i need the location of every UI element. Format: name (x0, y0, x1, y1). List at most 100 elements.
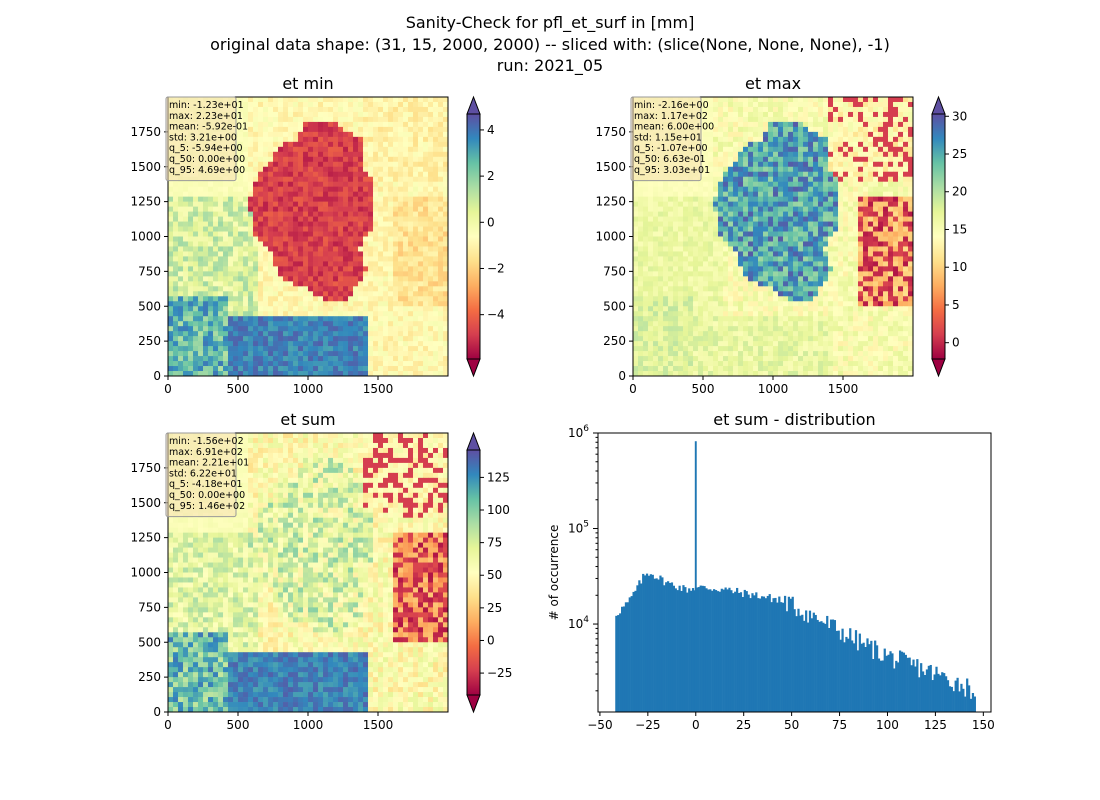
et-min-cell (313, 296, 319, 302)
et-min-cell (273, 276, 279, 282)
et-min-cell (258, 131, 264, 138)
et-max-cell (803, 141, 809, 148)
et-min-cell (238, 361, 244, 367)
et-min-cell (358, 206, 364, 212)
et-min-cell (238, 146, 244, 153)
et-min-cell (238, 326, 244, 332)
et-min-cell (188, 281, 194, 287)
et-min-cell (273, 366, 279, 372)
et-min-cell (168, 286, 174, 292)
et-max-cell (843, 236, 849, 242)
et-max-cell (783, 156, 789, 163)
et-min-cell (233, 336, 239, 342)
et-min-cell (233, 281, 239, 287)
et-max-cell (903, 216, 909, 222)
et-min-cell (258, 191, 264, 197)
et-min-cell (168, 281, 174, 287)
et-max-cell (813, 121, 819, 128)
et-max-cell (773, 201, 779, 207)
et-max-cell (883, 251, 889, 257)
et-min-cell (278, 301, 284, 307)
et-min-cell (353, 266, 359, 272)
et-max-cell (858, 156, 864, 163)
et-min-cell (268, 121, 274, 128)
et-min-cell (193, 341, 199, 347)
et-min-cell (273, 191, 279, 197)
et-min-cell (438, 201, 444, 207)
et-min-cell (428, 101, 434, 108)
et-max-cell (773, 211, 779, 217)
et-min-cell (298, 121, 304, 128)
et-min-cell (348, 146, 354, 153)
et-max-cell (688, 226, 694, 232)
et-min-xtick-label: 1500 (363, 382, 394, 396)
et-min-cell (433, 206, 439, 212)
et-min-cell (263, 356, 269, 362)
et-min-cell (333, 231, 339, 237)
et-min-cell (403, 121, 409, 128)
et-max-cell (728, 186, 734, 193)
et-min-cell (388, 171, 394, 178)
et-max-cell (768, 191, 774, 197)
et-min-cell (263, 191, 269, 197)
et-min-cell (223, 206, 229, 212)
et-max-cell (813, 181, 819, 188)
et-min-cell (373, 356, 379, 362)
et-max-cell (748, 201, 754, 207)
et-min-cell (398, 156, 404, 163)
et-min-cell (253, 321, 259, 327)
et-max-cell (898, 106, 904, 113)
et-min-cell (298, 256, 304, 262)
et-max-cell (768, 251, 774, 257)
et-min-cell (258, 291, 264, 297)
et-min-cell (353, 201, 359, 207)
et-min-cell (443, 276, 449, 282)
et-max-cell (778, 171, 784, 178)
et-max-cell (688, 206, 694, 212)
et-min-cell (178, 256, 184, 262)
et-max-cell (898, 151, 904, 158)
et-min-cell (418, 97, 424, 103)
et-max-cell (818, 161, 824, 168)
et-min-cell (368, 366, 374, 372)
et-min-cell (173, 191, 179, 197)
et-max-cell (838, 246, 844, 252)
et-min-cell (188, 186, 194, 193)
et-min-cell (433, 356, 439, 362)
et-min-cell (243, 286, 249, 292)
et-min-cell (248, 296, 254, 302)
et-min-ytick-label: 750 (138, 264, 161, 278)
et-min-cell (193, 371, 199, 377)
et-max-cell (868, 97, 874, 103)
et-max-cell (718, 141, 724, 148)
et-max-cell (768, 216, 774, 222)
et-max-cell (758, 111, 764, 118)
et-min-cell (208, 341, 214, 347)
et-max-cell (723, 141, 729, 148)
et-min-cell (303, 291, 309, 297)
et-min-cell (188, 266, 194, 272)
et-min-cell (338, 221, 344, 227)
et-max-cell (778, 251, 784, 257)
et-max-cell (723, 171, 729, 178)
et-min-cell (378, 156, 384, 163)
et-max-cell (658, 191, 664, 197)
et-min-cell (268, 231, 274, 237)
et-min-cell (243, 211, 249, 217)
et-min-cell (213, 366, 219, 372)
et-min-cell (268, 221, 274, 227)
et-min-cell (433, 186, 439, 193)
et-max-cell (888, 226, 894, 232)
et-max-cell (863, 101, 869, 108)
et-min-cell (443, 316, 449, 322)
et-min-cell (238, 126, 244, 133)
et-min-cell (408, 201, 414, 207)
et-max-cell (708, 206, 714, 212)
et-min-cell (343, 106, 349, 113)
et-min-cell (243, 281, 249, 287)
et-min-cell (323, 151, 329, 158)
et-min-cell (278, 201, 284, 207)
et-max-cell (873, 176, 879, 183)
et-max-cell (683, 216, 689, 222)
et-min-cell (183, 346, 189, 352)
